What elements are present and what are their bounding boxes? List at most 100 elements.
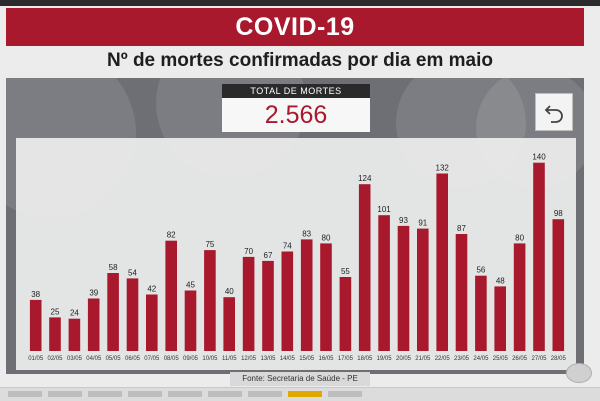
data-label: 56 [476,266,485,275]
data-label: 101 [377,205,391,214]
data-label: 25 [51,307,60,316]
bar-05/05 [107,273,119,351]
data-label: 93 [399,216,408,225]
data-label: 91 [418,219,427,228]
nav-tab[interactable] [168,391,202,397]
x-tick-label: 18/05 [357,356,373,362]
x-tick-label: 03/05 [67,356,83,362]
data-label: 67 [264,251,273,260]
data-label: 82 [167,231,176,240]
bar-21/05 [417,228,429,351]
x-tick-label: 08/05 [164,356,180,362]
x-tick-label: 05/05 [106,356,122,362]
data-label: 38 [31,290,40,299]
x-tick-label: 02/05 [47,356,63,362]
nav-tab[interactable] [8,391,42,397]
bar-01/05 [29,299,42,351]
x-tick-label: 11/05 [222,356,237,362]
bar-23/05 [455,234,468,351]
x-tick-label: 23/05 [454,356,470,362]
bar-07/05 [146,294,158,351]
title-banner: COVID-19 [6,8,584,46]
bar-19/05 [378,215,390,351]
bar-25/05 [494,286,506,351]
bar-15/05 [300,239,313,351]
data-label: 39 [89,289,98,298]
nav-tab-active[interactable] [288,391,322,397]
nav-tab[interactable] [88,391,122,397]
data-label: 124 [358,174,372,183]
data-label: 98 [554,209,563,218]
bar-08/05 [165,240,177,351]
bar-17/05 [339,277,352,351]
nav-tab[interactable] [248,391,282,397]
x-tick-label: 24/05 [473,356,489,362]
data-label: 80 [515,233,524,242]
x-tick-label: 20/05 [396,356,412,362]
x-tick-label: 01/05 [28,356,44,362]
data-label: 48 [496,276,505,285]
bar-12/05 [242,256,255,351]
x-tick-label: 09/05 [183,356,199,362]
x-tick-label: 26/05 [512,356,528,362]
x-tick-label: 15/05 [299,356,315,362]
x-tick-label: 27/05 [531,356,547,362]
bottom-navigation-bar [0,387,600,401]
nav-tab[interactable] [48,391,82,397]
bar-16/05 [320,243,332,351]
data-label: 74 [283,242,292,251]
data-label: 75 [205,240,214,249]
x-tick-label: 13/05 [260,356,276,362]
bar-18/05 [358,184,371,351]
bar-03/05 [68,318,81,351]
bar-27/05 [533,162,545,351]
data-label: 54 [128,268,137,277]
x-tick-label: 04/05 [86,356,102,362]
data-label: 83 [302,229,311,238]
x-tick-label: 16/05 [318,356,334,362]
data-label: 42 [147,285,156,294]
nav-tab[interactable] [208,391,242,397]
data-label: 45 [186,281,195,290]
top-strip [0,0,600,6]
x-tick-label: 28/05 [551,356,567,362]
x-tick-label: 12/05 [241,356,257,362]
source-note: Fonte: Secretaria de Saúde - PE [230,372,370,386]
bar-09/05 [184,290,197,351]
data-label: 132 [436,164,450,173]
data-label: 40 [225,287,234,296]
back-button[interactable] [535,93,573,131]
total-deaths-value: 2.566 [222,98,370,132]
broadcaster-logo [566,363,592,383]
nav-tab[interactable] [328,391,362,397]
data-label: 87 [457,224,466,233]
data-label: 140 [532,153,546,162]
data-label: 55 [341,267,350,276]
nav-tab[interactable] [128,391,162,397]
x-tick-label: 21/05 [415,356,431,362]
bar-28/05 [552,219,565,351]
bar-13/05 [262,260,274,351]
bar-11/05 [223,297,235,351]
page-title: COVID-19 [235,12,355,41]
bar-24/05 [475,275,487,351]
x-tick-label: 19/05 [377,356,393,362]
chart-panel [6,78,584,374]
data-label: 80 [322,233,331,242]
data-label: 24 [70,309,79,318]
x-tick-label: 14/05 [280,356,296,362]
bar-20/05 [397,225,410,351]
x-tick-label: 25/05 [493,356,509,362]
bar-22/05 [436,173,448,351]
x-tick-label: 06/05 [125,356,141,362]
total-deaths-box: TOTAL DE MORTES 2.566 [222,84,370,132]
bar-26/05 [513,243,526,351]
x-tick-label: 17/05 [338,356,354,362]
bar-02/05 [49,317,61,351]
bar-04/05 [87,298,100,351]
undo-arrow-icon [544,105,563,123]
bar-06/05 [126,278,139,351]
x-tick-label: 07/05 [144,356,160,362]
